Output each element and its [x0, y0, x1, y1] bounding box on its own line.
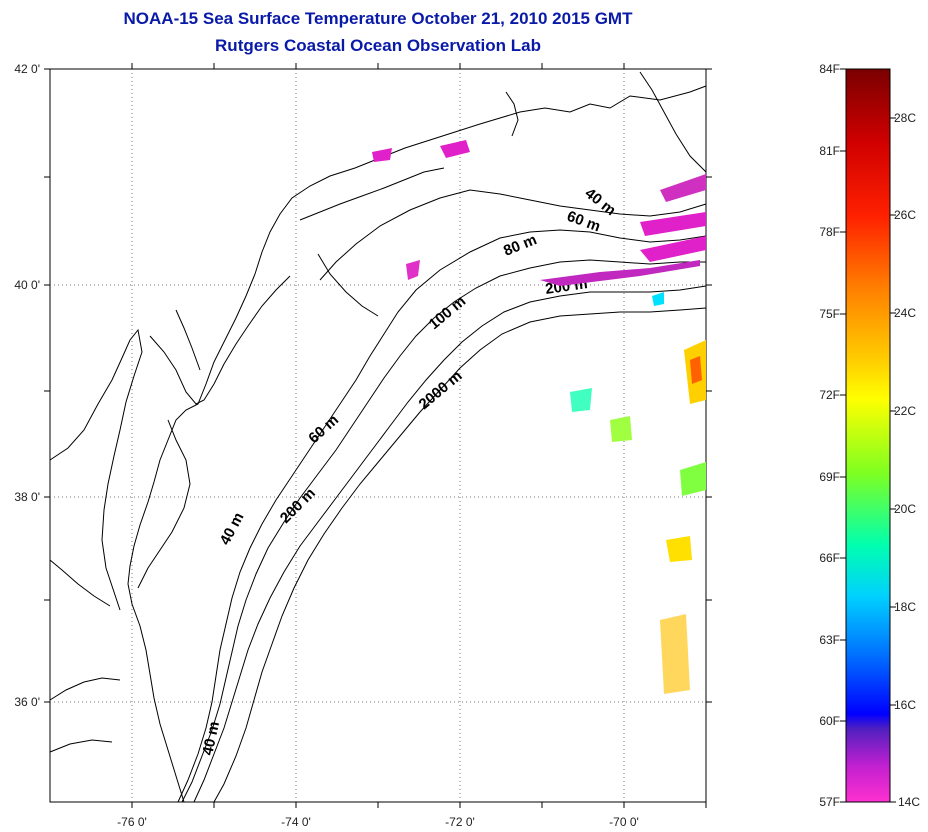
colorbar-c-label: 22C — [894, 404, 916, 418]
colorbar-c-label: 16C — [894, 698, 916, 712]
colorbar-f-label: 69F — [819, 470, 840, 484]
colorbar-f-label: 63F — [819, 633, 840, 647]
colorbar-c-label: 28C — [894, 111, 916, 125]
colorbar-f-label: 60F — [819, 714, 840, 728]
colorbar-fahrenheit-labels: 84F 81F 78F 75F 72F 69F 66F 63F 60F 57F — [819, 62, 840, 809]
colorbar-f-label: 72F — [819, 388, 840, 402]
map-subtitle: Rutgers Coastal Ocean Observation Lab — [215, 36, 541, 55]
axis-ticks — [44, 63, 712, 808]
y-tick-label: 38 0' — [14, 490, 40, 504]
colorbar-c-label: 20C — [894, 502, 916, 516]
colorbar-ticks — [840, 68, 896, 803]
y-axis-labels: 42 0' 40 0' 38 0' 36 0' — [14, 62, 40, 709]
y-tick-label: 42 0' — [14, 62, 40, 76]
contour-label: 40 m — [199, 720, 223, 757]
x-tick-label: -76 0' — [117, 815, 147, 829]
x-axis-labels: -76 0' -74 0' -72 0' -70 0' — [117, 815, 639, 829]
colorbar-c-label: 24C — [894, 306, 916, 320]
y-tick-label: 36 0' — [14, 695, 40, 709]
colorbar-f-label: 57F — [819, 795, 840, 809]
sst-data-patches — [372, 140, 706, 694]
colorbar-f-label: 84F — [819, 62, 840, 76]
coastline — [49, 71, 707, 803]
colorbar-c-label: 14C — [898, 795, 920, 809]
map-title: NOAA-15 Sea Surface Temperature October … — [123, 9, 633, 28]
colorbar-f-label: 81F — [819, 144, 840, 158]
colorbar-c-label: 18C — [894, 600, 916, 614]
x-tick-label: -74 0' — [281, 815, 311, 829]
colorbar-f-label: 78F — [819, 225, 840, 239]
bathymetry-contours — [177, 189, 707, 803]
colorbar — [845, 68, 891, 803]
colorbar-c-label: 26C — [894, 208, 916, 222]
map-frame — [49, 68, 707, 803]
x-tick-label: -72 0' — [445, 815, 475, 829]
x-tick-label: -70 0' — [609, 815, 639, 829]
grid-lines — [50, 69, 706, 802]
colorbar-f-label: 75F — [819, 307, 840, 321]
colorbar-celsius-labels: 28C 26C 24C 22C 20C 18C 16C 14C — [894, 111, 920, 809]
y-tick-label: 40 0' — [14, 278, 40, 292]
colorbar-f-label: 66F — [819, 551, 840, 565]
